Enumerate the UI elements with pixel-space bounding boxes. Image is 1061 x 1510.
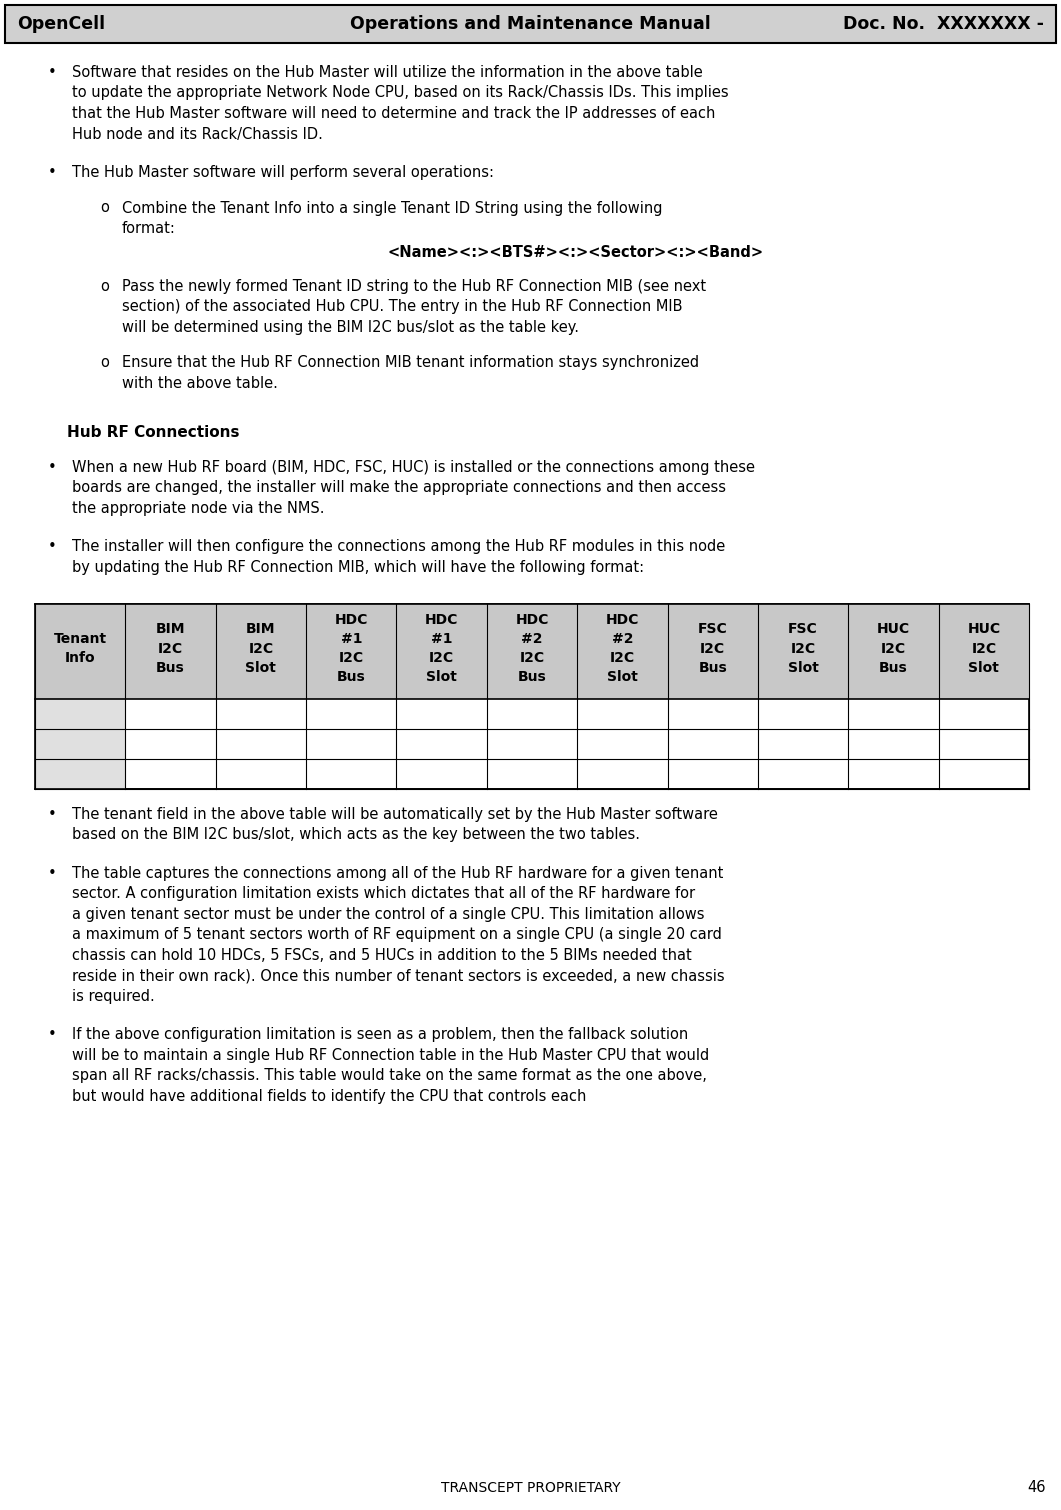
Bar — [35, 758, 125, 788]
Text: HDC: HDC — [425, 613, 458, 627]
Bar — [35, 729, 125, 758]
Text: HUC: HUC — [968, 622, 1001, 637]
Text: Bus: Bus — [880, 660, 908, 675]
Text: <Name><:><BTS#><:><Sector><:><Band>: <Name><:><BTS#><:><Sector><:><Band> — [387, 245, 764, 260]
Text: Tenant: Tenant — [54, 633, 107, 646]
Text: Slot: Slot — [787, 660, 818, 675]
Text: with the above table.: with the above table. — [122, 376, 278, 391]
Text: HUC: HUC — [876, 622, 910, 637]
Text: Doc. No.  XXXXXXX -: Doc. No. XXXXXXX - — [843, 15, 1044, 33]
Text: will be to maintain a single Hub RF Connection table in the Hub Master CPU that : will be to maintain a single Hub RF Conn… — [72, 1048, 709, 1063]
Text: Slot: Slot — [969, 660, 999, 675]
Text: BIM: BIM — [156, 622, 186, 637]
Text: #1: #1 — [431, 633, 452, 646]
Text: 46: 46 — [1027, 1480, 1046, 1495]
Text: Bus: Bus — [518, 670, 546, 684]
Text: o: o — [101, 278, 109, 293]
Text: HDC: HDC — [334, 613, 368, 627]
Text: but would have additional fields to identify the CPU that controls each: but would have additional fields to iden… — [72, 1089, 587, 1104]
Text: a maximum of 5 tenant sectors worth of RF equipment on a single CPU (a single 20: a maximum of 5 tenant sectors worth of R… — [72, 927, 721, 942]
Text: The table captures the connections among all of the Hub RF hardware for a given : The table captures the connections among… — [72, 865, 724, 880]
Text: BIM: BIM — [246, 622, 276, 637]
Text: section) of the associated Hub CPU. The entry in the Hub RF Connection MIB: section) of the associated Hub CPU. The … — [122, 299, 682, 314]
Text: to update the appropriate Network Node CPU, based on its Rack/Chassis IDs. This : to update the appropriate Network Node C… — [72, 86, 729, 101]
Text: I2C: I2C — [881, 642, 906, 655]
Text: Bus: Bus — [698, 660, 727, 675]
Text: •: • — [48, 806, 56, 821]
Text: will be determined using the BIM I2C bus/slot as the table key.: will be determined using the BIM I2C bus… — [122, 320, 579, 335]
Text: o: o — [101, 201, 109, 216]
Text: Slot: Slot — [607, 670, 638, 684]
Text: I2C: I2C — [248, 642, 274, 655]
Text: If the above configuration limitation is seen as a problem, then the fallback so: If the above configuration limitation is… — [72, 1027, 689, 1042]
Text: FSC: FSC — [788, 622, 818, 637]
Text: •: • — [48, 65, 56, 80]
Text: •: • — [48, 539, 56, 554]
Text: I2C: I2C — [338, 651, 364, 664]
Text: I2C: I2C — [610, 651, 634, 664]
Text: Bus: Bus — [337, 670, 366, 684]
Text: •: • — [48, 165, 56, 180]
Text: Combine the Tenant Info into a single Tenant ID String using the following: Combine the Tenant Info into a single Te… — [122, 201, 662, 216]
Text: The installer will then configure the connections among the Hub RF modules in th: The installer will then configure the co… — [72, 539, 726, 554]
Text: Info: Info — [65, 651, 95, 664]
Text: The Hub Master software will perform several operations:: The Hub Master software will perform sev… — [72, 165, 494, 180]
Text: that the Hub Master software will need to determine and track the IP addresses o: that the Hub Master software will need t… — [72, 106, 715, 121]
Text: Pass the newly formed Tenant ID string to the Hub RF Connection MIB (see next: Pass the newly formed Tenant ID string t… — [122, 278, 707, 293]
Bar — [35, 604, 1029, 699]
Text: I2C: I2C — [429, 651, 454, 664]
Text: •: • — [48, 1027, 56, 1042]
Bar — [35, 699, 125, 729]
Text: I2C: I2C — [971, 642, 996, 655]
Text: When a new Hub RF board (BIM, HDC, FSC, HUC) is installed or the connections amo: When a new Hub RF board (BIM, HDC, FSC, … — [72, 459, 755, 474]
Text: Hub RF Connections: Hub RF Connections — [67, 426, 240, 439]
Text: sector. A configuration limitation exists which dictates that all of the RF hard: sector. A configuration limitation exist… — [72, 886, 695, 901]
Text: TRANSCEPT PROPRIETARY: TRANSCEPT PROPRIETARY — [440, 1481, 621, 1495]
Text: Bus: Bus — [156, 660, 185, 675]
Text: OpenCell: OpenCell — [17, 15, 105, 33]
Text: •: • — [48, 459, 56, 474]
Text: boards are changed, the installer will make the appropriate connections and then: boards are changed, the installer will m… — [72, 480, 726, 495]
Text: o: o — [101, 355, 109, 370]
Text: the appropriate node via the NMS.: the appropriate node via the NMS. — [72, 501, 325, 516]
Text: Ensure that the Hub RF Connection MIB tenant information stays synchronized: Ensure that the Hub RF Connection MIB te… — [122, 355, 699, 370]
Text: reside in their own rack). Once this number of tenant sectors is exceeded, a new: reside in their own rack). Once this num… — [72, 968, 725, 983]
Text: HDC: HDC — [606, 613, 639, 627]
Text: #2: #2 — [521, 633, 543, 646]
Text: I2C: I2C — [700, 642, 726, 655]
Text: I2C: I2C — [158, 642, 184, 655]
Text: I2C: I2C — [520, 651, 544, 664]
Text: Operations and Maintenance Manual: Operations and Maintenance Manual — [350, 15, 711, 33]
Bar — [5, 5, 1056, 42]
Text: based on the BIM I2C bus/slot, which acts as the key between the two tables.: based on the BIM I2C bus/slot, which act… — [72, 827, 640, 843]
Text: HDC: HDC — [516, 613, 549, 627]
Text: #2: #2 — [611, 633, 633, 646]
Text: Hub node and its Rack/Chassis ID.: Hub node and its Rack/Chassis ID. — [72, 127, 323, 142]
Text: #1: #1 — [341, 633, 362, 646]
Text: Slot: Slot — [245, 660, 276, 675]
Text: FSC: FSC — [698, 622, 728, 637]
Text: a given tenant sector must be under the control of a single CPU. This limitation: a given tenant sector must be under the … — [72, 906, 705, 921]
Text: The tenant field in the above table will be automatically set by the Hub Master : The tenant field in the above table will… — [72, 806, 718, 821]
Text: I2C: I2C — [790, 642, 816, 655]
Text: by updating the Hub RF Connection MIB, which will have the following format:: by updating the Hub RF Connection MIB, w… — [72, 560, 644, 575]
Text: span all RF racks/chassis. This table would take on the same format as the one a: span all RF racks/chassis. This table wo… — [72, 1068, 707, 1083]
Text: is required.: is required. — [72, 989, 155, 1004]
Text: Software that resides on the Hub Master will utilize the information in the abov: Software that resides on the Hub Master … — [72, 65, 702, 80]
Bar — [35, 604, 1029, 788]
Text: format:: format: — [122, 220, 176, 236]
Text: Slot: Slot — [427, 670, 457, 684]
Text: chassis can hold 10 HDCs, 5 FSCs, and 5 HUCs in addition to the 5 BIMs needed th: chassis can hold 10 HDCs, 5 FSCs, and 5 … — [72, 948, 692, 962]
Text: •: • — [48, 865, 56, 880]
